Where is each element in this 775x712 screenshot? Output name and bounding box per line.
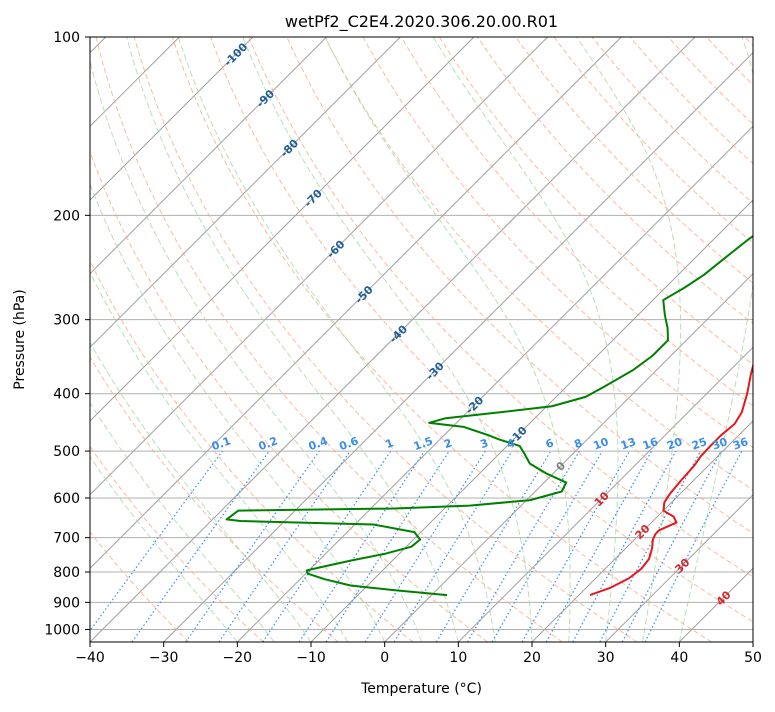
- x-tick-label: −30: [149, 650, 179, 666]
- x-tick-label: 10: [449, 650, 467, 666]
- x-tick-label: 40: [670, 650, 688, 666]
- y-tick-label: 300: [53, 313, 80, 329]
- y-tick-label: 500: [53, 444, 80, 460]
- y-tick-label: 800: [53, 565, 80, 581]
- y-tick-label: 200: [53, 208, 80, 224]
- y-tick-label: 900: [53, 595, 80, 611]
- x-tick-label: 30: [597, 650, 615, 666]
- plot-area-background: [90, 37, 753, 642]
- x-axis-label: Temperature (°C): [360, 681, 482, 697]
- y-tick-label: 100: [53, 30, 80, 46]
- y-tick-label: 700: [53, 531, 80, 547]
- x-tick-label: −10: [296, 650, 326, 666]
- y-axis-label: Pressure (hPa): [12, 289, 28, 389]
- x-tick-label: 20: [523, 650, 541, 666]
- x-tick-label: 50: [744, 650, 762, 666]
- y-tick-label: 1000: [44, 622, 80, 638]
- x-tick-label: −40: [75, 650, 105, 666]
- x-tick-label: −20: [223, 650, 253, 666]
- isotherm-line: [753, 37, 775, 642]
- chart-title: wetPf2_C2E4.2020.306.20.00.R01: [285, 12, 558, 32]
- x-tick-label: 0: [380, 650, 389, 666]
- y-tick-label: 400: [53, 387, 80, 403]
- y-tick-label: 600: [53, 491, 80, 507]
